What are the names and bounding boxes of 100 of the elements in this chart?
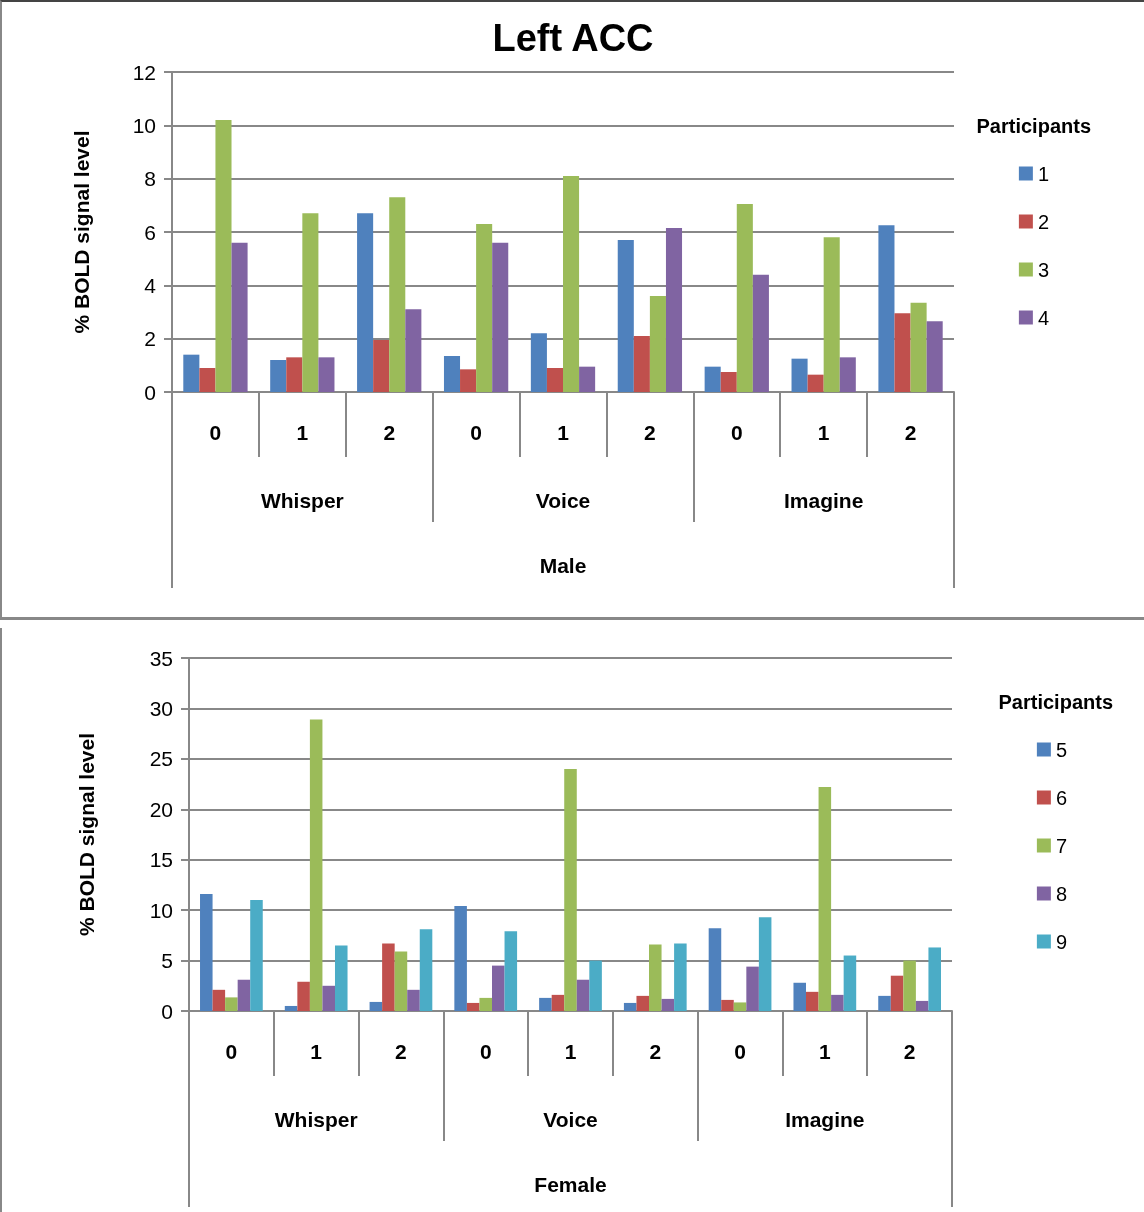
y-tick-label: 0 (161, 999, 173, 1023)
bar (758, 917, 772, 1011)
bar (466, 1002, 480, 1011)
y-tick-label: 20 (149, 797, 173, 821)
bar (357, 213, 374, 392)
bar (225, 997, 238, 1011)
legend-title: Participants (976, 114, 1091, 137)
bar (318, 357, 335, 392)
text: Whisper (274, 1108, 358, 1131)
bar (878, 225, 895, 392)
x-tick-label: 1 (296, 421, 309, 444)
bar (823, 237, 840, 392)
x-tick-label: 0 (470, 421, 482, 444)
bar (791, 358, 808, 392)
y-tick-label: 6 (144, 220, 156, 244)
y-tick-label: 8 (144, 167, 156, 191)
x-tick-label: 2 (395, 1040, 407, 1063)
bar (492, 965, 505, 1011)
x-tick-label: 1 (557, 421, 570, 444)
y-tick-label: 4 (144, 273, 157, 297)
bar (665, 228, 683, 392)
bar (926, 321, 943, 392)
x-tick-label: 0 (209, 421, 222, 444)
bar (839, 357, 856, 392)
y-tick-label: 5 (161, 949, 173, 973)
bar (617, 240, 634, 392)
x-tick-label: 1 (310, 1040, 323, 1063)
bar (322, 985, 335, 1011)
x-tick-label: 0 (730, 421, 743, 444)
y-tick-label: 35 (149, 646, 173, 670)
bar (286, 357, 303, 392)
bar (890, 975, 904, 1011)
bar (476, 224, 493, 392)
bar (546, 368, 563, 392)
bar (237, 979, 251, 1011)
bar (878, 995, 891, 1011)
y-tick-label: 2 (144, 327, 156, 351)
bar (389, 197, 406, 392)
legend-label: 5 (1055, 738, 1067, 761)
bar (231, 242, 248, 392)
y-axis-title: % BOLD signal level (75, 732, 98, 937)
bar (297, 981, 310, 1011)
bar (373, 340, 390, 392)
bar (903, 960, 916, 1011)
y-tick-label: 10 (149, 898, 173, 922)
legend-label: 7 (1055, 834, 1067, 857)
bar (492, 242, 509, 392)
y-axis-title: % BOLD signal level (70, 130, 93, 334)
bar (831, 994, 844, 1011)
bar (302, 213, 319, 392)
legend-label: 3 (1037, 258, 1049, 281)
bar (733, 1002, 747, 1011)
x-tick-label: 2 (904, 421, 917, 444)
y-tick-label: 30 (149, 696, 173, 720)
bar (454, 906, 467, 1011)
bar (649, 296, 666, 392)
y-tick-label: 12 (132, 60, 156, 84)
x-tick-label: 1 (817, 421, 830, 444)
bar (309, 719, 323, 1011)
x-tick-label: 1 (564, 1040, 577, 1063)
bar (200, 894, 213, 1011)
bar (563, 176, 580, 392)
bar (212, 989, 226, 1011)
bar (419, 929, 433, 1011)
bar (250, 900, 263, 1011)
bar (636, 995, 649, 1011)
bar (460, 369, 477, 392)
bar (334, 945, 348, 1011)
chart-title: Left ACC (492, 17, 654, 59)
bar (793, 982, 807, 1011)
bar (579, 366, 596, 392)
bar (551, 994, 565, 1011)
bar (215, 120, 232, 392)
bar (752, 274, 769, 392)
legend-label: 2 (1037, 210, 1049, 233)
bar (623, 1002, 637, 1011)
bar (199, 368, 216, 392)
bar (915, 1000, 929, 1011)
x-tick-label: 0 (225, 1040, 238, 1063)
x-tick-label: 2 (644, 421, 656, 444)
y-tick-label: 15 (149, 848, 173, 872)
bar (443, 356, 461, 392)
bar (394, 951, 408, 1011)
bar (369, 1001, 383, 1011)
bar (407, 989, 420, 1011)
bar (746, 966, 759, 1011)
text: Whisper (260, 489, 344, 512)
bar (405, 309, 422, 392)
x-tick-label: 2 (383, 421, 396, 444)
bar (674, 943, 687, 1011)
x-tick-label: 0 (734, 1040, 746, 1063)
bar (649, 944, 662, 1011)
bar (576, 979, 590, 1011)
bar (708, 928, 722, 1011)
bar (382, 943, 395, 1011)
bar (539, 997, 552, 1011)
bar (807, 374, 824, 392)
x-tick-label: 1 (818, 1040, 831, 1063)
bar (530, 333, 547, 392)
legend-label: 1 (1037, 162, 1049, 185)
